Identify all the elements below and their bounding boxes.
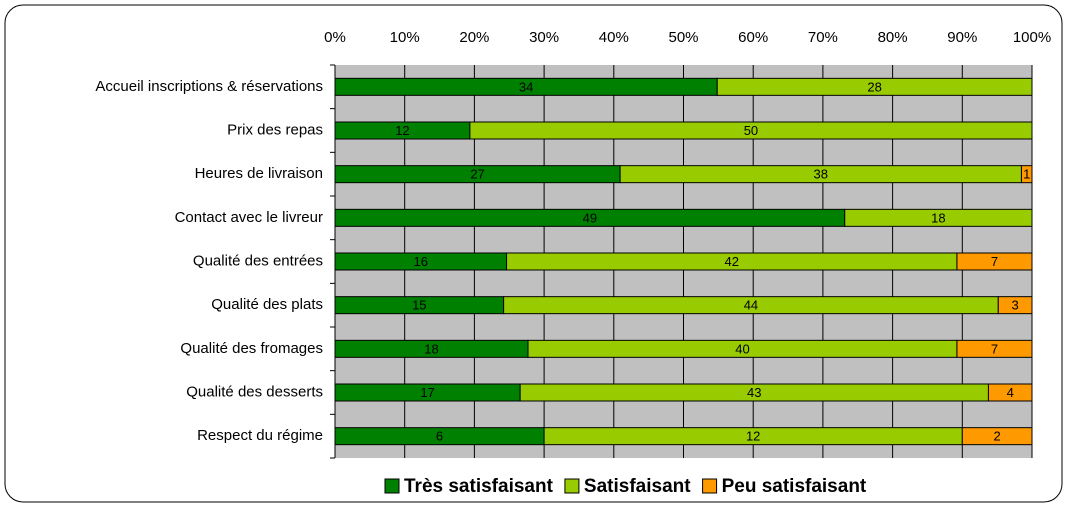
bar-segment — [961, 427, 1033, 446]
y-tick-label: Qualité des fromages — [180, 340, 323, 357]
y-tick-label: Qualité des entrées — [193, 252, 323, 269]
bar-segment — [469, 121, 1033, 140]
legend-label: Satisfaisant — [584, 476, 691, 497]
value-label: 42 — [725, 254, 739, 269]
value-label: 50 — [744, 123, 758, 138]
legend-label: Très satisfaisant — [404, 476, 554, 497]
value-label: 18 — [931, 210, 945, 225]
value-label: 12 — [395, 123, 409, 138]
legend-label: Peu satisfaisant — [722, 476, 867, 497]
value-label: 12 — [746, 429, 760, 444]
bar-segment — [716, 77, 1033, 96]
x-tick-label: 80% — [878, 29, 908, 46]
value-label: 3 — [1012, 298, 1019, 313]
value-label: 6 — [436, 429, 443, 444]
x-tick-label: 70% — [808, 29, 838, 46]
value-label: 34 — [519, 79, 533, 94]
value-label: 44 — [744, 298, 758, 313]
x-tick-label: 50% — [668, 29, 698, 46]
value-label: 43 — [747, 385, 761, 400]
bar-segment — [844, 208, 1033, 227]
legend-swatch — [384, 478, 400, 494]
value-label: 38 — [814, 167, 828, 182]
x-tick-label: 100% — [1013, 29, 1051, 46]
value-label: 17 — [420, 385, 434, 400]
bar-segment — [1020, 165, 1033, 184]
y-tick-label: Contact avec le livreur — [175, 209, 323, 226]
value-label: 15 — [412, 298, 426, 313]
value-label: 7 — [991, 254, 998, 269]
y-tick-label: Qualité des desserts — [186, 383, 323, 400]
y-tick-label: Accueil inscriptions & réservations — [95, 78, 323, 95]
value-label: 1 — [1023, 167, 1030, 182]
x-tick-label: 40% — [599, 29, 629, 46]
value-label: 40 — [735, 341, 749, 356]
bar-segment — [956, 252, 1033, 271]
y-tick-label: Prix des repas — [227, 121, 323, 138]
y-tick-label: Respect du régime — [197, 427, 323, 444]
x-tick-label: 20% — [459, 29, 489, 46]
x-tick-label: 90% — [947, 29, 977, 46]
value-label: 27 — [470, 167, 484, 182]
x-tick-label: 60% — [738, 29, 768, 46]
x-tick-label: 10% — [390, 29, 420, 46]
x-tick-label: 0% — [324, 29, 346, 46]
value-label: 2 — [994, 429, 1001, 444]
legend-swatch — [564, 478, 580, 494]
bar-segment — [987, 383, 1033, 402]
value-label: 4 — [1007, 385, 1014, 400]
y-tick-label: Heures de livraison — [195, 165, 323, 182]
y-tick-label: Qualité des plats — [211, 296, 323, 313]
legend-swatch — [702, 478, 718, 494]
x-tick-label: 30% — [529, 29, 559, 46]
value-label: 16 — [414, 254, 428, 269]
bar-segment — [956, 339, 1033, 358]
bar-segment — [997, 296, 1033, 315]
value-label: 7 — [991, 341, 998, 356]
value-label: 18 — [424, 341, 438, 356]
value-label: 28 — [867, 79, 881, 94]
value-label: 49 — [583, 210, 597, 225]
